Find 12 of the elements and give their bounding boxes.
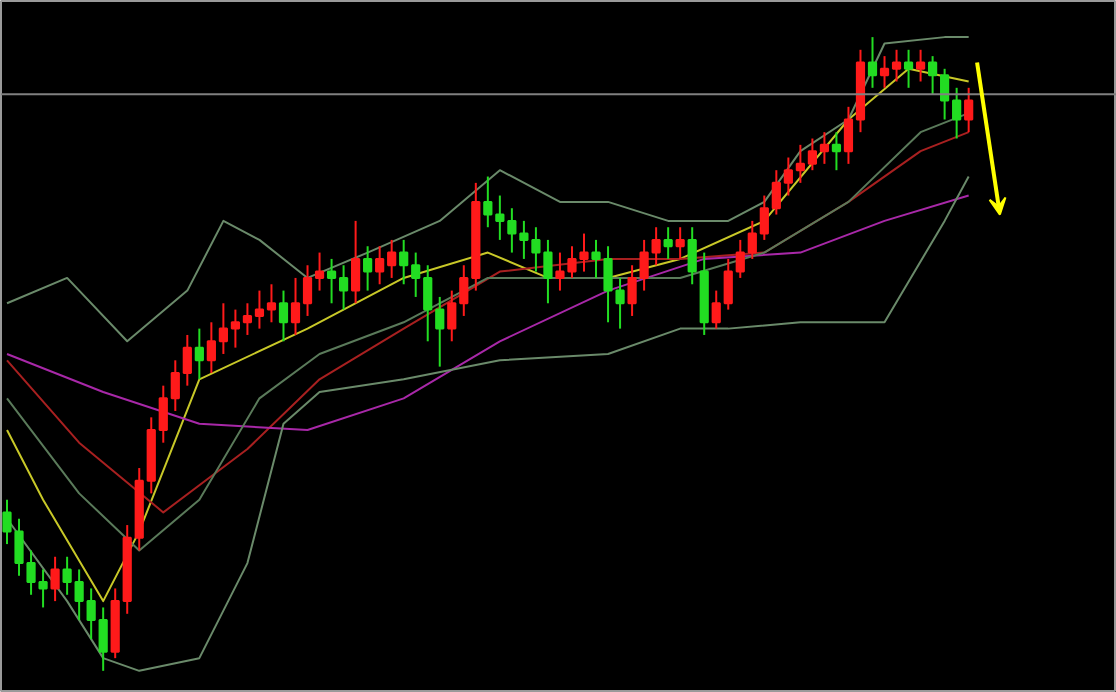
candlestick xyxy=(867,36,878,89)
candlestick xyxy=(663,226,673,260)
candlestick xyxy=(351,219,361,305)
candlestick xyxy=(675,226,685,260)
candlestick xyxy=(363,245,373,292)
candlestick xyxy=(915,48,926,83)
candlestick xyxy=(194,327,204,381)
candlestick xyxy=(964,86,974,134)
candlestick xyxy=(278,289,289,343)
candlestick xyxy=(50,555,60,603)
candlestick xyxy=(903,48,914,89)
candlestick xyxy=(831,131,842,172)
